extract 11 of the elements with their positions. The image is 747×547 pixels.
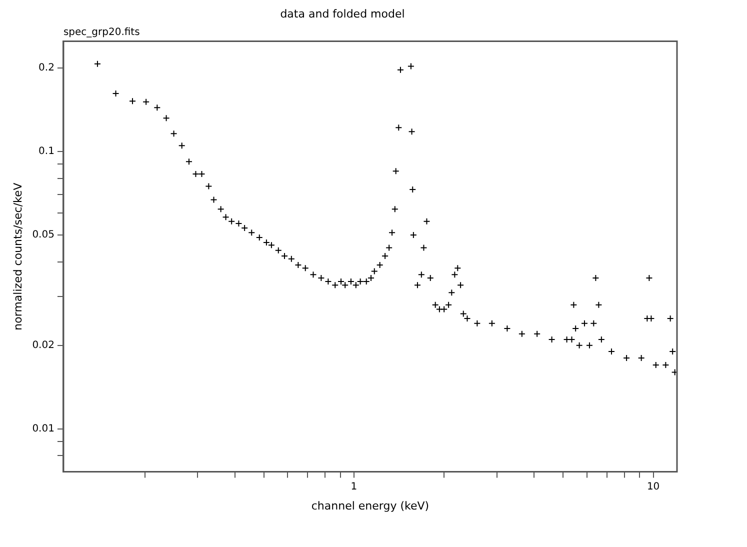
y-tick-label: 0.01 <box>32 423 54 434</box>
y-axis-title: normalized counts/sec/keV <box>11 182 24 330</box>
y-tick-label: 0.02 <box>32 340 54 351</box>
y-tick-label: 0.05 <box>32 230 54 241</box>
x-tick-label: 1 <box>350 481 358 492</box>
chart-title: data and folded model <box>280 7 405 20</box>
y-tick-label: 0.1 <box>38 146 54 158</box>
text: spec_grp20.fits <box>63 26 140 38</box>
y-tick-label: 0.2 <box>38 62 54 74</box>
x-axis-title: channel energy (keV) <box>311 499 430 512</box>
x-tick-label: 10 <box>646 481 660 492</box>
